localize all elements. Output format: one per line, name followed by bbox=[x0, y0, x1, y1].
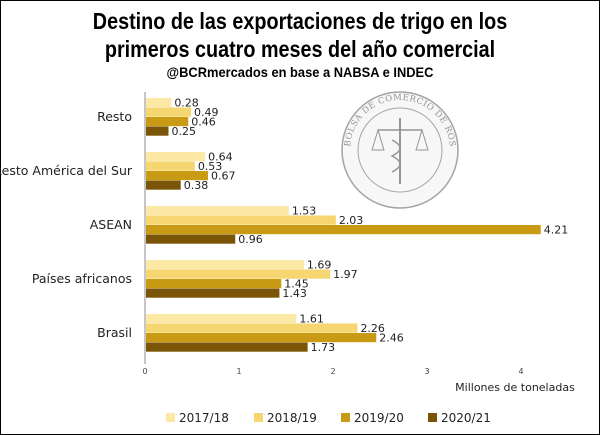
chart-title-line-2: primeros cuatro meses del año comercial bbox=[104, 36, 496, 62]
legend-swatch bbox=[166, 413, 175, 422]
data-label: 0.38 bbox=[184, 179, 209, 192]
x-tick-label: 3 bbox=[424, 367, 429, 376]
data-label: 0.25 bbox=[172, 125, 197, 138]
category-label: Brasil bbox=[97, 325, 132, 340]
legend-label: 2019/20 bbox=[354, 411, 404, 425]
bar bbox=[146, 288, 280, 298]
x-tick-label: 2 bbox=[330, 367, 335, 376]
bar bbox=[146, 98, 172, 108]
bar bbox=[146, 342, 308, 352]
x-axis-title: Millones de toneladas bbox=[455, 381, 575, 394]
data-label: 0.67 bbox=[211, 170, 236, 183]
bar bbox=[146, 314, 297, 324]
bar bbox=[146, 117, 189, 127]
bar bbox=[146, 161, 195, 171]
x-tick-label: 4 bbox=[518, 367, 523, 376]
data-label: 0.28 bbox=[174, 97, 199, 110]
bar bbox=[146, 279, 282, 289]
bar bbox=[146, 323, 358, 333]
data-label: 1.73 bbox=[311, 341, 336, 354]
data-label: 1.69 bbox=[307, 259, 332, 272]
legend-label: 2020/21 bbox=[441, 411, 491, 425]
data-label: 0.64 bbox=[208, 151, 233, 164]
data-label: 2.26 bbox=[360, 322, 385, 335]
data-label: 0.96 bbox=[238, 233, 262, 246]
data-label: 1.97 bbox=[333, 268, 358, 281]
bar bbox=[146, 206, 289, 216]
data-label: 1.53 bbox=[292, 205, 317, 218]
category-label: Países africanos bbox=[32, 271, 132, 286]
chart-title-line-1: Destino de las exportaciones de trigo en… bbox=[92, 8, 508, 34]
data-label: 1.43 bbox=[282, 287, 307, 300]
bar bbox=[146, 260, 304, 270]
bar bbox=[146, 269, 331, 279]
data-label: 0.49 bbox=[194, 106, 219, 119]
chart-subtitle: @BCRmercados en base a NABSA e INDEC bbox=[166, 64, 434, 80]
data-label: 2.03 bbox=[339, 214, 364, 227]
x-tick-label: 0 bbox=[142, 367, 147, 376]
legend-label: 2018/19 bbox=[267, 411, 317, 425]
x-tick-label: 1 bbox=[236, 367, 241, 376]
data-label: 1.45 bbox=[284, 278, 309, 291]
bar bbox=[146, 333, 377, 343]
bar bbox=[146, 234, 236, 244]
bar bbox=[146, 225, 541, 235]
bar bbox=[146, 126, 169, 136]
bar bbox=[146, 107, 192, 117]
bar bbox=[146, 180, 181, 190]
category-label: Resto América del Sur bbox=[0, 163, 133, 178]
bar bbox=[146, 152, 206, 162]
legend-label: 2017/18 bbox=[179, 411, 229, 425]
data-label: 1.61 bbox=[299, 313, 324, 326]
bar bbox=[146, 171, 208, 181]
legend-swatch bbox=[341, 413, 350, 422]
legend-swatch bbox=[254, 413, 263, 422]
category-label: Resto bbox=[97, 109, 132, 124]
category-label: ASEAN bbox=[90, 217, 132, 232]
bar bbox=[146, 215, 336, 225]
legend-swatch bbox=[428, 413, 437, 422]
data-label: 2.46 bbox=[379, 332, 404, 345]
data-label: 4.21 bbox=[544, 224, 569, 237]
data-label: 0.53 bbox=[198, 160, 223, 173]
data-label: 0.46 bbox=[191, 116, 216, 129]
